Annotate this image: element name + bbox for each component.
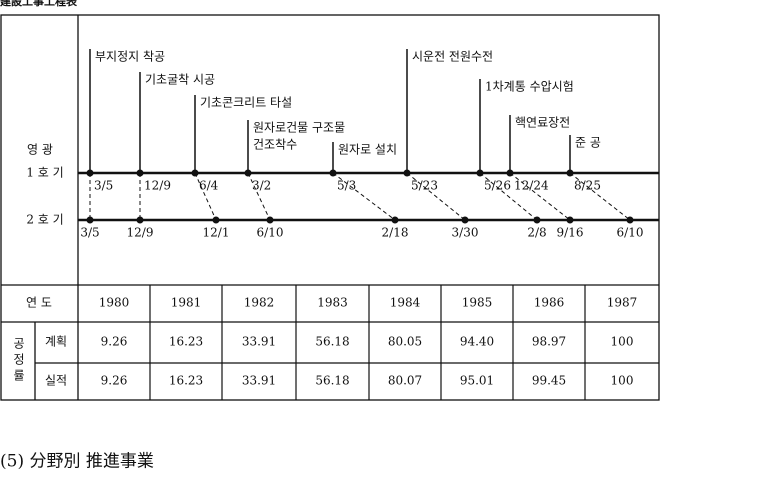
- value-cell: 9.26: [101, 374, 128, 388]
- milestone-label: 기초굴착 시공: [145, 73, 215, 87]
- value-cell: 100: [611, 335, 634, 349]
- date-label: 6/4: [199, 179, 219, 193]
- milestone-dot: [476, 169, 484, 177]
- date-label: 3/30: [452, 226, 479, 240]
- milestone-label: 원자로건물 구조물: [253, 121, 345, 135]
- milestone-dot: [86, 216, 94, 224]
- milestone-dot: [244, 169, 252, 177]
- milestone-dot: [329, 169, 337, 177]
- milestone-label: 기초콘크리트 타설: [200, 96, 292, 110]
- milestone-label: 시운전 전원수전: [412, 50, 493, 64]
- value-cell: 56.18: [315, 374, 349, 388]
- year-cell: 1983: [317, 296, 348, 310]
- date-label: 12/24: [514, 179, 549, 193]
- value-cell: 16.23: [169, 335, 203, 349]
- milestone-dot: [136, 216, 144, 224]
- date-label: 5/23: [411, 179, 438, 193]
- connector: [194, 172, 217, 221]
- milestone-label: 핵연료장전: [515, 116, 570, 130]
- milestone-dot: [566, 216, 574, 224]
- milestone-dot: [626, 216, 634, 224]
- milestone-dot: [533, 216, 541, 224]
- milestone-label: 건조착수: [253, 138, 297, 152]
- date-label: 5/3: [337, 179, 356, 193]
- connector: [247, 172, 271, 221]
- row-label: 실적: [45, 374, 67, 388]
- value-cell: 9.26: [101, 335, 128, 349]
- value-cell: 33.91: [242, 374, 276, 388]
- value-cell: 16.23: [169, 374, 203, 388]
- region-label: 영 광: [27, 143, 53, 157]
- date-label: 3/5: [94, 179, 113, 193]
- date-label: 2/18: [382, 226, 409, 240]
- date-label: 2/8: [527, 226, 546, 240]
- unit-label: 2 호 기: [26, 213, 63, 227]
- year-cell: 1981: [171, 296, 202, 310]
- value-cell: 33.91: [242, 335, 276, 349]
- connector: [479, 172, 538, 221]
- year-cell: 1984: [390, 296, 421, 310]
- milestone-dot: [566, 169, 574, 177]
- date-label: 3/5: [80, 226, 99, 240]
- date-label: 6/10: [257, 226, 284, 240]
- value-cell: 80.07: [388, 374, 422, 388]
- value-cell: 98.97: [532, 335, 566, 349]
- date-label: 9/16: [557, 226, 584, 240]
- year-cell: 1985: [462, 296, 493, 310]
- milestone-label: 1차계통 수압시험: [485, 80, 574, 94]
- group-label: 공정률: [12, 337, 26, 385]
- milestone-label: 원자로 설치: [338, 143, 397, 157]
- value-cell: 99.45: [532, 374, 566, 388]
- value-cell: 94.40: [460, 335, 494, 349]
- year-cell: 1980: [99, 296, 130, 310]
- year-cell: 1987: [607, 296, 638, 310]
- milestone-dot: [86, 169, 94, 177]
- connector: [509, 172, 571, 221]
- connector: [332, 172, 396, 221]
- page-title: 建設工事工程表: [0, 0, 78, 8]
- date-label: 6/10: [617, 226, 644, 240]
- footer: (5) 分野別 推進事業: [0, 452, 154, 472]
- date-label: 8/25: [574, 179, 601, 193]
- value-cell: 95.01: [460, 374, 494, 388]
- date-label: 12/9: [127, 226, 154, 240]
- date-label: 5/26: [484, 179, 511, 193]
- milestone-label: 준 공: [575, 136, 601, 150]
- value-cell: 80.05: [388, 335, 422, 349]
- milestone-dot: [391, 216, 399, 224]
- milestone-label: 부지정지 착공: [95, 50, 165, 64]
- milestone-dot: [403, 169, 411, 177]
- value-cell: 56.18: [315, 335, 349, 349]
- year-cell: 1982: [244, 296, 275, 310]
- milestone-dot: [191, 169, 199, 177]
- milestone-dot: [212, 216, 220, 224]
- milestone-dot: [461, 216, 469, 224]
- year-label: 연 도: [26, 296, 52, 310]
- date-label: 12/9: [144, 179, 171, 193]
- milestone-dot: [136, 169, 144, 177]
- connector: [406, 172, 466, 221]
- value-cell: 100: [611, 374, 634, 388]
- year-cell: 1986: [534, 296, 565, 310]
- milestone-dot: [506, 169, 514, 177]
- connector: [569, 172, 631, 221]
- unit-label: 1 호 기: [26, 166, 63, 180]
- frame: [0, 14, 660, 401]
- date-label: 3/2: [252, 179, 271, 193]
- milestone-dot: [266, 216, 274, 224]
- date-label: 12/1: [203, 226, 230, 240]
- row-label: 계획: [45, 335, 67, 349]
